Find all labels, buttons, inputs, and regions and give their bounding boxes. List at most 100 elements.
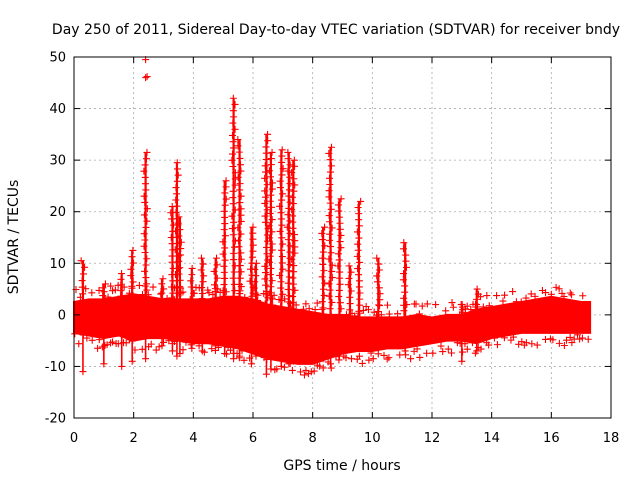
data-point xyxy=(140,242,148,250)
data-point xyxy=(269,301,277,309)
data-point xyxy=(334,201,342,209)
data-point xyxy=(318,254,326,262)
data-point xyxy=(463,345,471,353)
data-point xyxy=(290,187,298,195)
data-point xyxy=(268,216,276,224)
data-point xyxy=(355,216,363,224)
data-point xyxy=(252,272,260,280)
data-point xyxy=(236,287,244,295)
data-point xyxy=(500,334,508,342)
data-point xyxy=(236,186,244,194)
data-point xyxy=(400,239,408,247)
data-point xyxy=(375,260,383,268)
data-point xyxy=(175,232,183,240)
data-point xyxy=(237,205,245,213)
data-point xyxy=(319,310,327,318)
data-point xyxy=(248,360,256,368)
data-point xyxy=(396,351,404,359)
data-point xyxy=(402,251,410,259)
data-point xyxy=(172,184,180,192)
data-point xyxy=(326,180,334,188)
data-point xyxy=(230,355,238,363)
data-point xyxy=(231,237,239,245)
data-point xyxy=(291,162,299,170)
data-point xyxy=(399,276,407,284)
data-point xyxy=(229,107,237,115)
data-point xyxy=(568,291,576,299)
data-point xyxy=(277,362,285,370)
data-point xyxy=(346,342,354,350)
data-point xyxy=(78,283,86,291)
data-point xyxy=(230,268,238,276)
data-point xyxy=(205,289,213,297)
data-point xyxy=(394,310,402,318)
data-point xyxy=(141,173,149,181)
data-point xyxy=(268,277,276,285)
data-point xyxy=(418,302,426,310)
data-point xyxy=(335,213,343,221)
data-point xyxy=(321,242,329,250)
data-point xyxy=(335,207,343,215)
data-point xyxy=(235,243,243,251)
data-point xyxy=(141,267,149,275)
data-point xyxy=(128,253,136,261)
data-point xyxy=(122,339,130,347)
data-point xyxy=(262,149,270,157)
outlier-point xyxy=(143,73,151,81)
data-point xyxy=(374,344,382,352)
y-tick-label: -20 xyxy=(45,412,66,427)
data-point xyxy=(286,173,294,181)
data-point xyxy=(168,215,176,223)
data-point xyxy=(252,290,260,298)
data-point xyxy=(143,255,151,263)
data-point xyxy=(285,186,293,194)
data-point xyxy=(562,336,570,344)
data-point xyxy=(262,155,270,163)
data-point xyxy=(118,270,126,278)
data-point xyxy=(354,240,362,248)
data-point xyxy=(345,312,353,320)
data-point xyxy=(328,224,336,232)
data-point xyxy=(383,355,391,363)
data-point xyxy=(266,209,274,217)
data-point xyxy=(291,243,299,251)
x-axis-label: GPS time / hours xyxy=(283,458,400,474)
data-point xyxy=(198,295,206,303)
data-point xyxy=(249,241,257,249)
data-point xyxy=(560,342,568,350)
data-point xyxy=(327,360,335,368)
data-point xyxy=(77,257,85,265)
data-point xyxy=(501,291,509,299)
x-tick-label: 10 xyxy=(364,431,381,446)
data-point xyxy=(141,249,149,257)
data-point xyxy=(231,100,239,108)
data-point xyxy=(95,286,103,294)
data-point xyxy=(75,340,83,348)
data-point xyxy=(198,284,206,292)
data-point xyxy=(158,342,166,350)
data-point xyxy=(328,162,336,170)
data-point xyxy=(319,285,327,293)
data-point xyxy=(289,357,297,365)
data-point xyxy=(483,292,491,300)
data-point xyxy=(336,352,344,360)
data-point xyxy=(219,287,227,295)
data-point xyxy=(335,256,343,264)
data-point xyxy=(261,262,269,270)
data-point xyxy=(289,274,297,282)
data-point xyxy=(485,302,493,310)
data-point xyxy=(346,306,354,314)
data-point xyxy=(83,334,91,342)
data-point xyxy=(555,285,563,293)
axis-ticks xyxy=(73,56,612,419)
data-point xyxy=(221,213,229,221)
data-point xyxy=(237,217,245,225)
data-point xyxy=(407,355,415,363)
data-point xyxy=(236,262,244,270)
data-point xyxy=(174,219,182,227)
data-point xyxy=(316,362,324,370)
data-point xyxy=(140,167,148,175)
data-point xyxy=(310,367,318,375)
data-point xyxy=(278,171,286,179)
data-point xyxy=(490,334,498,342)
